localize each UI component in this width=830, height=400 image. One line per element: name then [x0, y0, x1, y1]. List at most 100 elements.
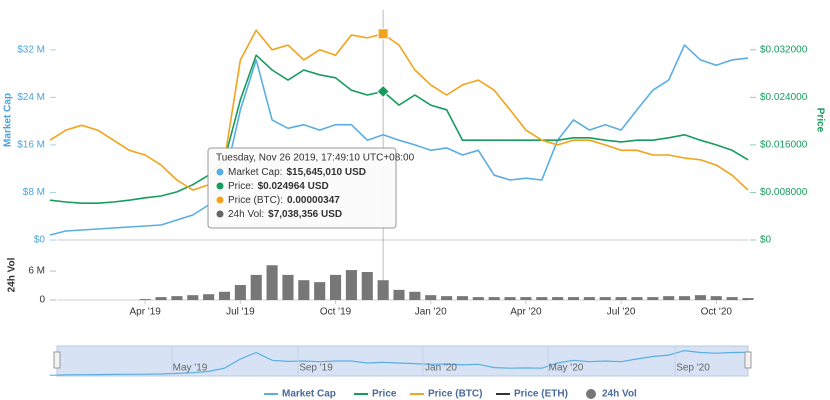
x-tick-label: Oct '20 — [701, 307, 733, 318]
navigator-label: May '20 — [549, 363, 584, 374]
volume-axis-title: 24h Vol — [7, 257, 18, 292]
y-tick-label: $24 M — [17, 92, 45, 103]
volume-bar — [409, 291, 421, 300]
tooltip-value: $0.024964 USD — [258, 181, 329, 192]
tooltip-label: Market Cap: — [228, 167, 282, 178]
tooltip-value: $15,645,010 USD — [286, 167, 366, 178]
y-tick-label: $0 — [34, 235, 46, 246]
tooltip-dot — [216, 210, 224, 218]
x-tick-label: Jan '20 — [415, 307, 447, 318]
navigator-label: Sep '19 — [299, 363, 333, 374]
x-tick-label: Apr '20 — [510, 307, 542, 318]
y2-tick-label: $0.008000 — [760, 187, 808, 198]
navigator-track — [56, 345, 749, 377]
volume-bar — [361, 272, 373, 300]
volume-bar — [329, 274, 342, 300]
volume-bar — [282, 274, 294, 300]
volume-bar — [647, 297, 659, 300]
volume-bar — [393, 289, 405, 300]
volume-bar — [425, 295, 437, 300]
volume-bar — [187, 295, 199, 300]
hover-marker — [376, 84, 390, 99]
navigator-handle[interactable] — [53, 351, 61, 369]
tooltip-row: Market Cap: $15,645,010 USD — [228, 167, 366, 178]
volume-bar — [567, 297, 580, 300]
volume-bar — [139, 299, 151, 300]
tooltip: Tuesday, Nov 26 2019, 17:49:10 UTC+08:00… — [207, 147, 415, 229]
navigator-label: Jan '20 — [425, 363, 457, 374]
legend-label[interactable]: Price (ETH) — [514, 389, 568, 400]
tooltip-value: 0.00000347 — [287, 195, 340, 206]
volume-tick-label: 6 M — [28, 266, 45, 277]
volume-bar — [250, 274, 262, 300]
x-tick-label: Apr '19 — [129, 307, 161, 318]
tooltip-dot — [216, 182, 224, 190]
volume-bar — [218, 291, 231, 300]
x-tick-label: Jul '20 — [607, 307, 636, 318]
navigator-label: May '19 — [173, 363, 208, 374]
volume-bar — [631, 297, 643, 300]
y-axis-title: Market Cap — [3, 93, 14, 147]
plot-area: $0 $8 M $16 M $24 M $32 M $0 $0.008000 $0.01600… — [17, 10, 808, 400]
tooltip-value: $7,038,356 USD — [268, 209, 342, 220]
y2-tick-label: $0.016000 — [760, 140, 808, 151]
y2-tick-label: $0.032000 — [760, 44, 808, 55]
volume-bar — [504, 297, 516, 300]
volume-bar — [488, 297, 500, 300]
volume-bar — [456, 296, 469, 300]
y-tick-label: $16 M — [17, 140, 45, 151]
volume-bar — [345, 270, 357, 300]
volume-bar — [234, 285, 246, 300]
legend-label[interactable]: 24h Vol — [602, 389, 637, 400]
tooltip-label: Price: — [228, 181, 254, 192]
tooltip-dot — [216, 196, 224, 204]
y2-tick-label: $0 — [760, 235, 772, 246]
volume-bar — [678, 296, 691, 300]
volume-bar — [472, 297, 484, 300]
y2-tick-label: $0.024000 — [760, 92, 808, 103]
tooltip-box — [207, 147, 397, 229]
tooltip-row: 24h Vol: $7,038,356 USD — [228, 209, 342, 220]
hover-marker — [377, 28, 389, 40]
legend-label[interactable]: Market Cap — [282, 389, 336, 400]
volume-bar — [694, 295, 706, 300]
series-line — [49, 29, 749, 191]
tooltip-row: Price (BTC): 0.00000347 — [228, 195, 340, 206]
navigator-line — [49, 349, 749, 376]
tooltip-label: 24h Vol: — [228, 209, 264, 220]
x-tick-label: Jul '19 — [226, 307, 255, 318]
volume-bar — [663, 296, 675, 300]
navigator-label: Sep '20 — [676, 363, 710, 374]
tooltip-date: Tuesday, Nov 26 2019, 17:49:10 UTC+08:00 — [216, 153, 415, 164]
x-tick-label: Oct '19 — [320, 307, 352, 318]
volume-bar — [742, 298, 754, 300]
volume-bar — [599, 297, 611, 300]
legend-label[interactable]: Price (BTC) — [428, 389, 482, 400]
tooltip-label: Price (BTC): — [228, 195, 283, 206]
volume-bar — [266, 265, 278, 300]
navigator-handle[interactable] — [744, 351, 752, 369]
y-tick-label: $8 M — [23, 187, 45, 198]
volume-bar — [377, 280, 389, 300]
volume-bar — [552, 297, 564, 300]
volume-bar — [314, 282, 326, 300]
y2-axis-title: Price — [814, 108, 825, 133]
volume-bar — [536, 297, 548, 300]
volume-bar — [441, 296, 453, 300]
volume-bar — [155, 297, 167, 300]
series-line — [49, 54, 749, 204]
volume-bar — [203, 294, 215, 300]
volume-bar — [615, 297, 627, 300]
volume-bar — [726, 297, 738, 300]
volume-bar — [520, 297, 532, 300]
series-line — [49, 44, 749, 236]
legend-label[interactable]: Price — [372, 389, 397, 400]
volume-bar — [171, 296, 183, 300]
volume-bar — [710, 296, 722, 300]
volume-bar — [298, 280, 310, 300]
tooltip-dot — [216, 168, 224, 176]
tooltip-row: Price: $0.024964 USD — [228, 181, 329, 192]
y-tick-label: $32 M — [17, 44, 45, 55]
